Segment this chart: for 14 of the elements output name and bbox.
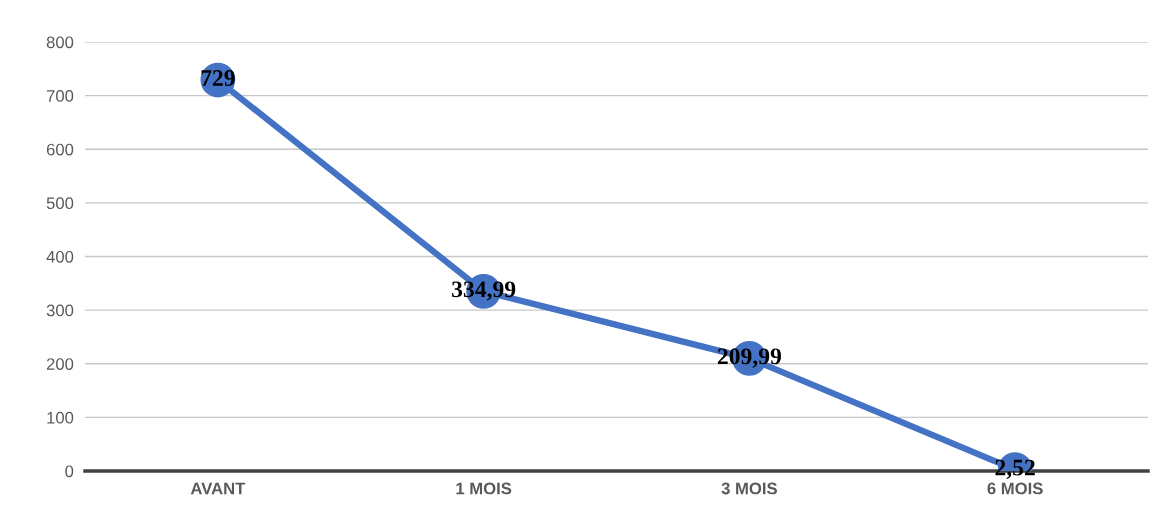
x-tick-label: 3 MOIS xyxy=(721,482,777,495)
x-tick-label: AVANT xyxy=(190,482,246,495)
y-tick-label: 600 xyxy=(46,143,74,156)
data-label: 729 xyxy=(201,70,235,86)
x-tick-label: 1 MOIS xyxy=(456,482,512,495)
y-tick-label: 700 xyxy=(46,90,74,102)
y-tick-label: 800 xyxy=(46,36,74,49)
x-tick-label: 6 MOIS xyxy=(987,482,1043,495)
y-tick-label: 300 xyxy=(46,304,74,317)
y-tick-label: 0 xyxy=(65,465,74,478)
y-tick-label: 400 xyxy=(46,250,74,263)
y-tick-label: 500 xyxy=(46,197,74,210)
y-tick-label: 200 xyxy=(46,358,74,370)
y-tick-label: 100 xyxy=(47,411,74,424)
